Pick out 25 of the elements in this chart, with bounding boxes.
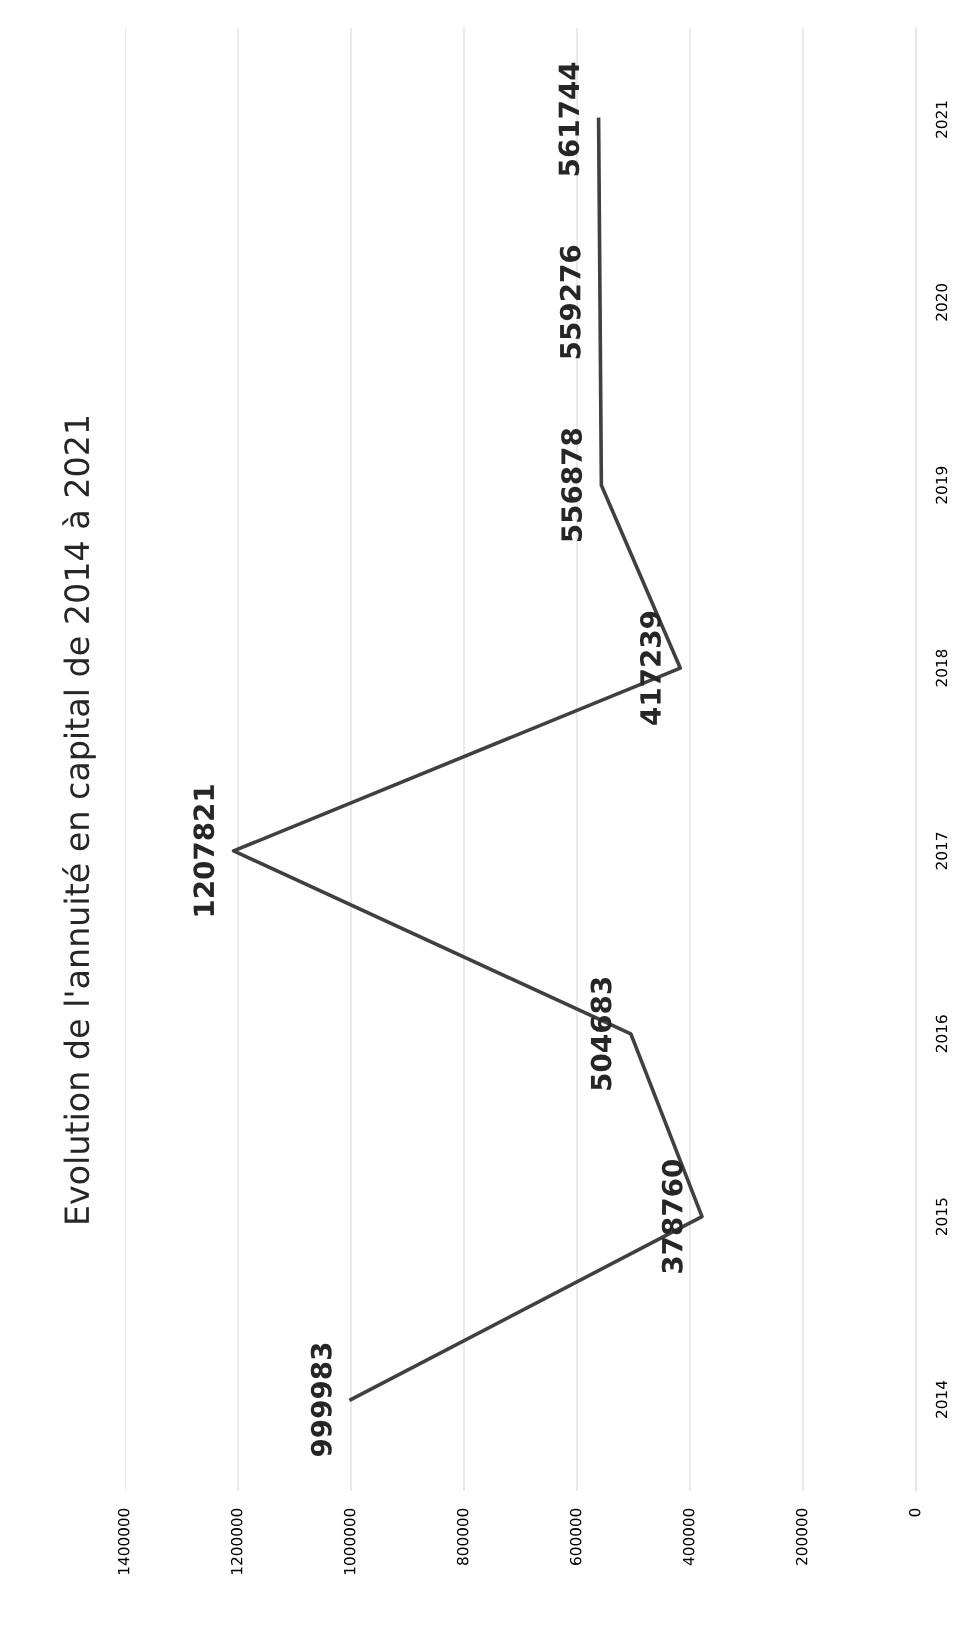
text: Evolution de l'annuité en capital de 2014 à 2021 xyxy=(62,416,96,1223)
x-tick-label: 0 xyxy=(908,1508,921,1517)
x-tick-label: 400000 xyxy=(682,1508,695,1566)
x-tick-label: 1200000 xyxy=(230,1508,243,1575)
x-tick-label: 1000000 xyxy=(343,1508,356,1575)
data-label: 561744 xyxy=(558,62,580,176)
y-tick-label: 2021 xyxy=(935,101,948,138)
data-label: 1207821 xyxy=(193,785,215,916)
y-tick-label: 2015 xyxy=(935,1198,948,1236)
y-tick-label: 2017 xyxy=(935,832,948,870)
y-tick-label: 2016 xyxy=(935,1015,948,1053)
data-label: 559276 xyxy=(559,245,581,359)
x-tick-label: 1400000 xyxy=(117,1508,130,1575)
data-label: 999983 xyxy=(310,1343,332,1457)
y-tick-label: 2019 xyxy=(935,466,948,504)
x-tick-label: 600000 xyxy=(569,1508,582,1565)
x-tick-label: 800000 xyxy=(456,1508,469,1565)
data-label: 504683 xyxy=(590,978,612,1090)
y-tick-label: 2014 xyxy=(935,1380,948,1418)
data-label: 556878 xyxy=(561,428,583,542)
data-label: 378760 xyxy=(661,1160,683,1273)
x-tick-label: 200000 xyxy=(795,1508,808,1565)
y-tick-label: 2018 xyxy=(935,649,948,687)
y-tick-label: 2020 xyxy=(935,283,948,321)
data-label: 417239 xyxy=(639,611,661,725)
